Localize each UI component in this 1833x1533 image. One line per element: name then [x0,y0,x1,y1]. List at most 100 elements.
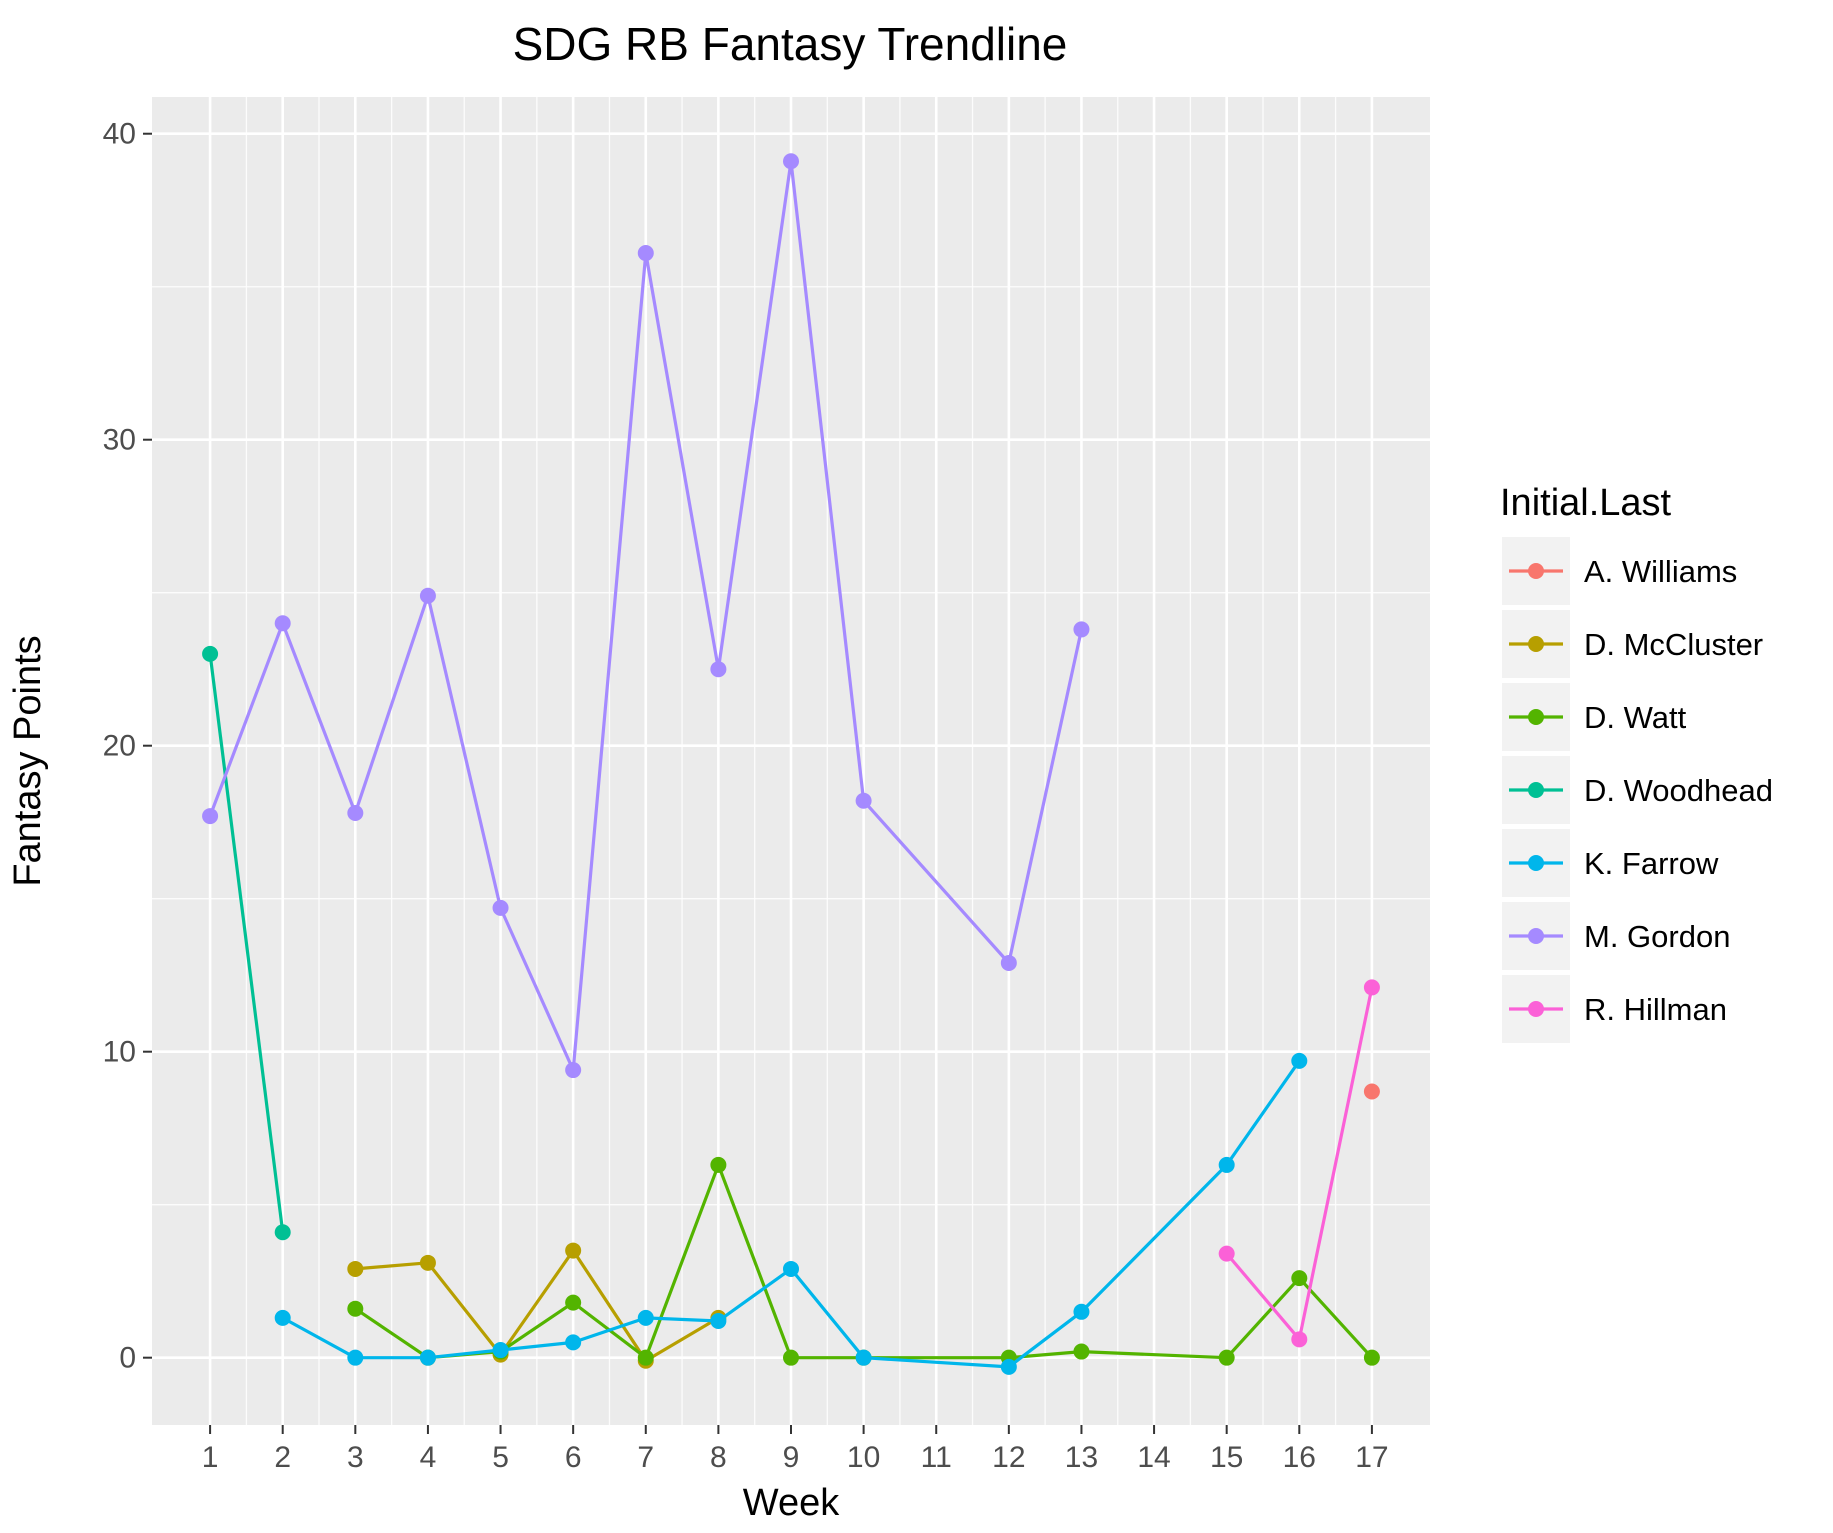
data-point-m-gordon [783,153,799,170]
data-point-d-watt [1218,1349,1235,1366]
data-point-d-woodhead [274,1224,291,1241]
x-tick-label: 8 [710,1441,727,1474]
x-tick-label: 15 [1210,1441,1243,1474]
data-point-m-gordon [855,792,872,809]
legend-key-point [1528,563,1544,579]
data-point-k-farrow [492,1342,509,1359]
series-r-hillman [1218,979,1380,1348]
y-tick-label: 40 [103,118,136,151]
legend-label-m-gordon: M. Gordon [1584,919,1730,954]
legend-key-point [1528,782,1544,798]
y-tick-label: 30 [103,424,136,457]
data-point-d-watt [1363,1349,1380,1366]
legend: Initial.Last A. Williams D. McCluster D. W… [1500,482,1773,1043]
data-point-d-watt [1073,1343,1090,1360]
legend-item-k-farrow: K. Farrow [1502,829,1719,897]
legend-label-k-farrow: K. Farrow [1584,846,1719,881]
data-point-k-farrow [1291,1052,1308,1069]
legend-item-d-woodhead: D. Woodhead [1502,756,1773,824]
chart-title: SDG RB Fantasy Trendline [513,18,1068,70]
data-point-k-farrow [565,1334,582,1351]
data-point-d-watt [347,1300,364,1317]
x-tick-label: 16 [1283,1441,1316,1474]
legend-label-d-mccluster: D. McCluster [1584,627,1763,662]
data-point-d-watt [565,1294,582,1311]
data-point-m-gordon [347,805,364,822]
x-tick-label: 2 [274,1441,291,1474]
legend-label-r-hillman: R. Hillman [1584,992,1727,1027]
legend-title: Initial.Last [1500,482,1672,524]
data-point-k-farrow [1218,1156,1235,1173]
y-axis-title: Fantasy Points [7,635,49,886]
series-d-woodhead [202,645,291,1241]
legend-item-d-mccluster: D. McCluster [1502,610,1763,678]
data-point-d-mccluster [347,1260,364,1277]
data-point-d-mccluster [419,1254,436,1271]
legend-item-d-watt: D. Watt [1502,683,1687,751]
legend-label-a-williams: A. Williams [1584,554,1737,589]
x-tick-label: 5 [492,1441,509,1474]
x-tick-label: 9 [783,1441,800,1474]
data-point-d-watt [783,1349,799,1366]
data-point-r-hillman [1291,1331,1308,1348]
data-point-m-gordon [710,661,727,678]
data-point-r-hillman [1363,979,1380,996]
y-tick-label: 0 [119,1342,136,1375]
data-point-m-gordon [637,245,654,262]
x-tick-label: 11 [921,1441,952,1474]
x-tick-label: 17 [1355,1441,1388,1474]
data-point-m-gordon [419,587,436,604]
x-tick-label: 12 [992,1441,1025,1474]
data-point-d-watt [1291,1270,1308,1287]
data-point-k-farrow [855,1349,872,1366]
x-tick-label: 4 [420,1441,437,1474]
data-point-k-farrow [710,1312,727,1329]
legend-key-point [1528,709,1544,725]
data-point-d-woodhead [202,645,219,662]
legend-item-a-williams: A. Williams [1502,537,1737,605]
series-line-d-woodhead [208,653,285,1233]
data-point-k-farrow [783,1260,799,1277]
grid [152,97,1430,1425]
data-point-m-gordon [202,808,219,825]
series-line-m-gordon [208,159,1084,1072]
legend-label-d-woodhead: D. Woodhead [1584,773,1773,808]
x-tick-label: 13 [1065,1441,1098,1474]
data-point-k-farrow [1073,1303,1090,1320]
x-tick-label: 3 [347,1441,364,1474]
legend-key-point [1528,1001,1544,1017]
data-point-k-farrow [347,1349,364,1366]
legend-key-point [1528,855,1544,871]
data-point-d-watt [710,1156,727,1173]
legend-label-d-watt: D. Watt [1584,700,1687,735]
data-point-k-farrow [419,1349,436,1366]
series-line-d-mccluster [355,1248,720,1363]
y-axis: 0 10 20 30 40 [103,118,152,1375]
data-point-a-williams [1363,1083,1380,1100]
data-point-k-farrow [274,1309,291,1326]
x-axis-title: Week [743,1482,840,1524]
data-point-m-gordon [1073,621,1090,638]
x-tick-label: 10 [847,1441,880,1474]
x-tick-label: 14 [1137,1441,1170,1474]
y-tick-label: 20 [103,730,136,763]
data-point-d-watt [637,1349,654,1366]
data-point-d-mccluster [565,1242,582,1259]
x-tick-label: 6 [565,1441,582,1474]
series-k-farrow [274,1052,1308,1375]
data-point-r-hillman [1218,1245,1235,1262]
legend-key-point [1528,928,1544,944]
x-tick-label: 7 [637,1441,654,1474]
legend-item-r-hillman: R. Hillman [1502,975,1727,1043]
data-point-m-gordon [1000,954,1017,971]
data-point-m-gordon [565,1062,582,1079]
x-tick-label: 1 [202,1441,219,1474]
data-point-k-farrow [637,1309,654,1326]
data-point-m-gordon [274,615,291,632]
series-a-williams [1363,1083,1380,1100]
legend-key-point [1528,636,1544,652]
data-point-m-gordon [492,899,509,916]
series-layer [202,153,1380,1375]
y-tick-label: 10 [103,1036,136,1069]
